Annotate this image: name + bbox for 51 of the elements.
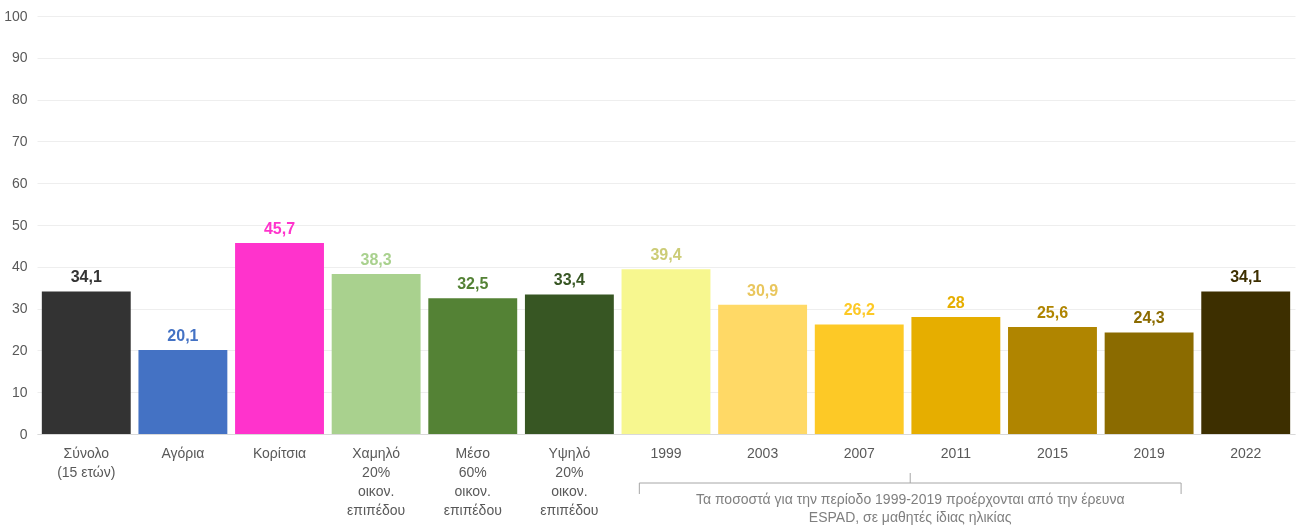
data-label: 38,3 <box>360 250 392 268</box>
data-label: 24,3 <box>1133 309 1165 327</box>
x-tick-label: Αγόρια <box>161 444 205 461</box>
y-tick-label: 50 <box>11 216 28 233</box>
text: Τα ποσοστά για την περίοδο 1999-2019 προέρχονται από την έρευνα ESPAD, σε μαθητές ίδιας ηλικίας <box>695 491 1125 525</box>
data-label: 34,1 <box>70 268 102 286</box>
bar <box>1104 332 1194 434</box>
x-tick-label: 2015 <box>1036 444 1069 461</box>
bar <box>138 349 228 434</box>
y-tick-label: 60 <box>11 174 28 191</box>
y-tick-label: 10 <box>11 383 28 400</box>
data-label: 25,6 <box>1036 303 1069 321</box>
y-tick-label: 90 <box>11 49 28 66</box>
x-tick-label: Κορίτσια <box>252 444 307 461</box>
y-tick-label: 0 <box>19 425 28 442</box>
y-tick-label: 80 <box>11 91 28 108</box>
y-tick-label: 40 <box>11 258 28 275</box>
x-tick-label: Μέσο 60% οικον. επιπέδου <box>443 444 502 518</box>
x-tick-label: Χαμηλό 20% οικον. επιπέδου <box>347 444 406 518</box>
data-label: 33,4 <box>553 271 586 289</box>
data-label: 28 <box>946 293 965 311</box>
data-label: 39,4 <box>650 246 682 264</box>
data-label: 34,1 <box>1230 268 1262 286</box>
y-tick-label: 20 <box>11 341 28 358</box>
x-tick-label: 1999 <box>650 444 682 461</box>
data-label: 32,5 <box>457 275 489 293</box>
x-tick-label: 2022 <box>1230 444 1262 461</box>
bar <box>235 242 324 434</box>
bar <box>911 316 1001 434</box>
bar <box>621 269 711 434</box>
x-tick-label: 2003 <box>747 444 779 461</box>
data-label: 26,2 <box>843 301 875 319</box>
bar <box>428 298 518 434</box>
x-tick-label: 2007 <box>843 444 876 461</box>
data-label: 20,1 <box>167 326 199 344</box>
data-label: 30,9 <box>747 281 779 299</box>
x-tick-label: Υψηλό 20% οικον. επιπέδου <box>540 444 599 518</box>
x-tick-label: 2019 <box>1133 444 1165 461</box>
x-tick-label: 2011 <box>940 444 972 461</box>
x-tick-label: Σύνολο (15 ετών) <box>57 444 116 480</box>
y-tick-label: 100 <box>4 7 28 24</box>
bar <box>41 291 131 434</box>
bar <box>718 304 808 434</box>
y-tick-label: 30 <box>11 300 28 317</box>
bar <box>1008 326 1097 434</box>
bar <box>814 324 904 434</box>
data-label: 45,7 <box>263 219 296 237</box>
bar <box>524 294 614 434</box>
bar <box>331 273 421 434</box>
bar <box>1201 291 1291 434</box>
y-tick-label: 70 <box>11 132 28 149</box>
